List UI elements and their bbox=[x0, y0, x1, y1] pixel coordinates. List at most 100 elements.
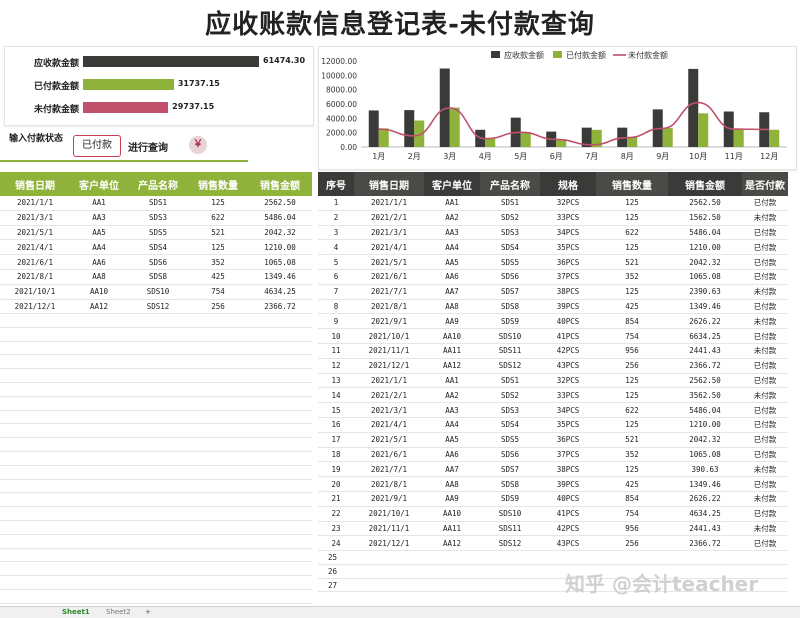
table-cell[interactable]: 854 bbox=[596, 491, 668, 507]
table-cell[interactable]: 43PCS bbox=[540, 535, 596, 552]
empty-row[interactable] bbox=[0, 314, 312, 328]
table-cell[interactable]: 38PCS bbox=[540, 461, 596, 478]
table-cell[interactable]: 2021/11/1 bbox=[354, 521, 424, 537]
table-cell[interactable]: 622 bbox=[188, 210, 248, 226]
table-cell[interactable]: 已付款 bbox=[742, 432, 788, 448]
table-cell[interactable]: 33PCS bbox=[540, 387, 596, 404]
table-cell[interactable]: 1349.46 bbox=[248, 269, 312, 285]
table-cell[interactable]: 2021/10/1 bbox=[354, 328, 424, 344]
table-cell[interactable]: 14 bbox=[318, 387, 354, 404]
column-header[interactable]: 销售数量 bbox=[188, 172, 248, 196]
table-cell[interactable]: SDS12 bbox=[480, 358, 540, 374]
table-cell[interactable]: 956 bbox=[596, 343, 668, 359]
table-cell[interactable]: AA2 bbox=[424, 210, 480, 226]
empty-row[interactable]: 27 bbox=[318, 579, 788, 593]
table-cell[interactable]: 2021/12/1 bbox=[0, 299, 70, 315]
table-row[interactable]: 19 2021/7/1 AA7 SDS7 38PCS 125 390.63 未付款 bbox=[318, 461, 788, 478]
table-cell[interactable]: SDS10 bbox=[480, 506, 540, 522]
table-cell[interactable]: SDS5 bbox=[128, 225, 188, 241]
monthly-chart[interactable]: 0.00 2000.00 4000.00 6000.00 8000.00 10000.00… bbox=[318, 46, 797, 170]
table-cell[interactable]: 6 bbox=[318, 269, 354, 285]
table-cell[interactable]: 5486.04 bbox=[668, 225, 742, 241]
empty-row[interactable]: 25 bbox=[318, 551, 788, 565]
table-cell[interactable]: 已付款 bbox=[742, 328, 788, 344]
column-header[interactable]: 规格 bbox=[540, 172, 596, 196]
table-cell[interactable]: 125 bbox=[188, 196, 248, 211]
table-cell[interactable]: 16 bbox=[318, 417, 354, 433]
table-cell[interactable]: 2021/6/1 bbox=[354, 447, 424, 463]
table-cell[interactable]: 4634.25 bbox=[248, 284, 312, 300]
table-cell[interactable]: AA8 bbox=[70, 269, 128, 285]
empty-row[interactable] bbox=[0, 342, 312, 356]
table-cell[interactable]: 2021/1/1 bbox=[354, 373, 424, 389]
table-cell[interactable]: 43PCS bbox=[540, 358, 596, 374]
empty-row[interactable] bbox=[0, 466, 312, 480]
table-cell[interactable]: 41PCS bbox=[540, 506, 596, 522]
table-cell[interactable]: 21 bbox=[318, 491, 354, 507]
table-row[interactable]: 21 2021/9/1 AA9 SDS9 40PCS 854 2626.22 未付款 bbox=[318, 491, 788, 507]
table-cell[interactable]: 2021/6/1 bbox=[354, 269, 424, 285]
table-cell[interactable]: 2021/5/1 bbox=[354, 432, 424, 448]
table-cell[interactable]: 未付款 bbox=[742, 210, 788, 226]
table-cell[interactable]: AA4 bbox=[70, 239, 128, 256]
empty-row[interactable] bbox=[0, 590, 312, 604]
table-cell[interactable]: SDS4 bbox=[480, 417, 540, 433]
empty-row[interactable] bbox=[0, 480, 312, 494]
table-cell[interactable]: 2441.43 bbox=[668, 343, 742, 359]
table-cell[interactable]: AA3 bbox=[424, 225, 480, 241]
summary-chart[interactable]: 应收款金额 61474.30 已付款金额 31737.15 未付款金额 2973… bbox=[4, 46, 314, 126]
table-cell[interactable]: AA3 bbox=[70, 210, 128, 226]
table-cell[interactable]: 2441.43 bbox=[668, 521, 742, 537]
table-cell[interactable]: 已付款 bbox=[742, 373, 788, 389]
table-cell[interactable]: 1065.08 bbox=[668, 447, 742, 463]
table-cell[interactable]: 已付款 bbox=[742, 535, 788, 552]
table-cell[interactable]: 2021/6/1 bbox=[0, 254, 70, 270]
table-cell[interactable]: SDS4 bbox=[480, 239, 540, 256]
table-cell[interactable]: 390.63 bbox=[668, 461, 742, 478]
table-row[interactable]: 6 2021/6/1 AA6 SDS6 37PCS 352 1065.08 已付款 bbox=[318, 269, 788, 285]
table-cell[interactable]: SDS9 bbox=[480, 491, 540, 507]
table-row[interactable]: 2021/1/1 AA1 SDS1 125 2562.50 bbox=[0, 196, 312, 211]
table-cell[interactable]: 2021/5/1 bbox=[0, 225, 70, 241]
sheet-tab-1[interactable]: Sheet1 bbox=[62, 608, 90, 616]
table-cell[interactable]: SDS2 bbox=[480, 387, 540, 404]
table-cell[interactable]: 1210.00 bbox=[668, 417, 742, 433]
table-cell[interactable]: SDS10 bbox=[480, 328, 540, 344]
table-cell[interactable]: 10 bbox=[318, 328, 354, 344]
table-cell[interactable]: AA12 bbox=[424, 535, 480, 552]
table-cell[interactable]: AA11 bbox=[424, 343, 480, 359]
table-cell[interactable]: 4634.25 bbox=[668, 506, 742, 522]
table-cell[interactable]: 33PCS bbox=[540, 210, 596, 226]
table-cell[interactable]: 754 bbox=[596, 328, 668, 344]
table-cell[interactable]: 已付款 bbox=[742, 254, 788, 270]
column-header[interactable]: 销售金额 bbox=[248, 172, 312, 196]
table-cell[interactable]: 13 bbox=[318, 373, 354, 389]
table-row[interactable]: 16 2021/4/1 AA4 SDS4 35PCS 125 1210.00 已付款 bbox=[318, 417, 788, 433]
table-cell[interactable]: 34PCS bbox=[540, 225, 596, 241]
table-cell[interactable]: 2021/8/1 bbox=[0, 269, 70, 285]
table-row[interactable]: 2021/10/1 AA10 SDS10 754 4634.25 bbox=[0, 284, 312, 300]
table-cell[interactable]: 125 bbox=[596, 461, 668, 478]
table-cell[interactable]: 9 bbox=[318, 313, 354, 330]
table-cell[interactable]: 39PCS bbox=[540, 476, 596, 492]
empty-row[interactable] bbox=[0, 438, 312, 452]
table-cell[interactable]: 754 bbox=[596, 506, 668, 522]
column-header[interactable]: 产品名称 bbox=[480, 172, 540, 196]
table-cell[interactable]: AA12 bbox=[70, 299, 128, 315]
table-cell[interactable]: 38PCS bbox=[540, 284, 596, 300]
sheet-tab-2[interactable]: Sheet2 bbox=[106, 608, 131, 616]
table-cell[interactable]: 352 bbox=[596, 269, 668, 285]
table-cell[interactable]: 2562.50 bbox=[248, 196, 312, 211]
table-cell[interactable]: AA1 bbox=[70, 196, 128, 211]
table-cell[interactable]: 352 bbox=[596, 447, 668, 463]
table-cell[interactable]: 2562.50 bbox=[668, 196, 742, 211]
table-cell[interactable]: 125 bbox=[596, 210, 668, 226]
add-sheet-icon[interactable]: + bbox=[145, 608, 151, 616]
table-cell[interactable]: 622 bbox=[596, 225, 668, 241]
table-cell[interactable]: SDS8 bbox=[480, 299, 540, 315]
table-cell[interactable]: SDS5 bbox=[480, 432, 540, 448]
table-cell[interactable]: 23 bbox=[318, 521, 354, 537]
table-row[interactable]: 2021/12/1 AA12 SDS12 256 2366.72 bbox=[0, 299, 312, 315]
table-row[interactable]: 23 2021/11/1 AA11 SDS11 42PCS 956 2441.43 未付款 bbox=[318, 521, 788, 537]
table-cell[interactable]: 7 bbox=[318, 284, 354, 300]
